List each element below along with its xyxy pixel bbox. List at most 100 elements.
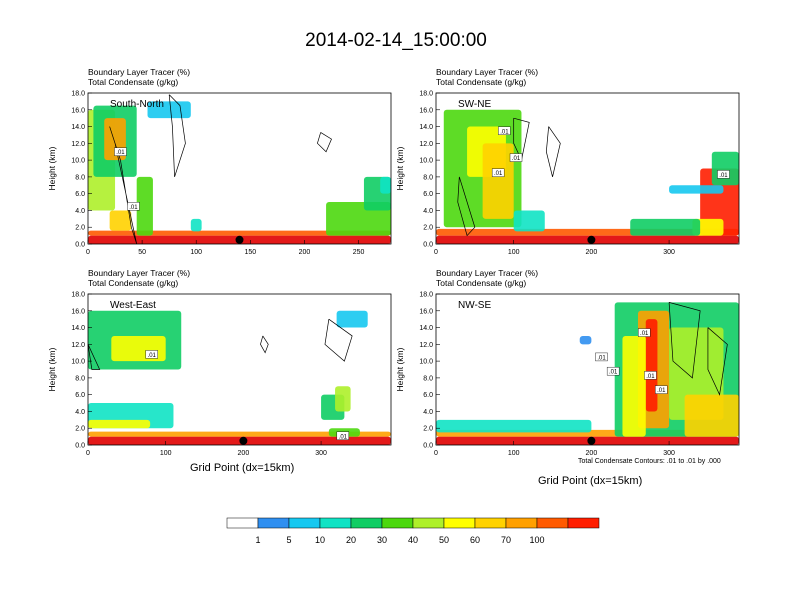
location-marker xyxy=(587,436,596,445)
y-tick-label: 0.0 xyxy=(423,443,433,450)
colorbar-box xyxy=(443,517,476,529)
field-blob xyxy=(669,185,724,194)
x-tick-label: 200 xyxy=(299,249,311,256)
contour-label-box xyxy=(509,153,523,162)
y-tick-label: 10.0 xyxy=(71,359,85,366)
contour-label: .01 xyxy=(339,434,348,440)
contour-label-box xyxy=(491,168,505,177)
panel-label: West-East xyxy=(110,300,156,311)
y-tick-label: 18.0 xyxy=(419,91,433,98)
condensate-contour xyxy=(457,176,476,237)
panel-title-line2: Total Condensate (g/kg) xyxy=(436,278,526,288)
x-tick-label: 100 xyxy=(160,450,172,457)
contour-label-box xyxy=(114,147,127,156)
colorbar-label: 20 xyxy=(346,535,356,545)
contour-label: .01 xyxy=(116,150,125,156)
y-tick-label: 14.0 xyxy=(71,124,85,131)
y-tick-label: 4.0 xyxy=(423,409,433,416)
y-tick-label: 14.0 xyxy=(71,325,85,332)
colorbar-box xyxy=(350,517,383,529)
y-tick-label: 12.0 xyxy=(419,342,433,349)
y-tick-label: 4.0 xyxy=(75,208,85,215)
contour-label-box xyxy=(606,366,620,376)
panel-label: NW-SE xyxy=(458,300,491,311)
colorbar-label: 70 xyxy=(501,535,511,545)
colorbar-box xyxy=(257,517,290,529)
colorbar-label: 50 xyxy=(439,535,449,545)
y-tick-label: 10.0 xyxy=(419,359,433,366)
y-tick-label: 6.0 xyxy=(423,191,433,198)
y-tick-label: 6.0 xyxy=(75,392,85,399)
field-blob xyxy=(684,394,739,437)
y-tick-label: 12.0 xyxy=(71,342,85,349)
x-tick-label: 200 xyxy=(238,450,250,457)
condensate-contour xyxy=(668,302,701,379)
figure-title: 2014-02-14_15:00:00 xyxy=(305,30,487,51)
y-tick-label: 8.0 xyxy=(423,174,433,181)
y-tick-label: 2.0 xyxy=(75,426,85,433)
y-tick-label: 2.0 xyxy=(75,225,85,232)
y-axis-label: Height (km) xyxy=(47,146,57,190)
y-axis-label: Height (km) xyxy=(395,146,405,190)
condensate-contour xyxy=(317,132,332,153)
y-tick-label: 18.0 xyxy=(419,292,433,299)
y-tick-label: 16.0 xyxy=(71,308,85,315)
x-tick-label: 0 xyxy=(434,450,438,457)
colorbar-box xyxy=(474,517,507,529)
panel-title-line2: Total Condensate (g/kg) xyxy=(436,77,526,87)
field-blob xyxy=(579,335,592,345)
x-axis-label-right: Grid Point (dx=15km) xyxy=(538,475,643,487)
field-blob xyxy=(513,210,545,232)
field-blob xyxy=(190,218,202,232)
panel-title-line2: Total Condensate (g/kg) xyxy=(88,278,178,288)
y-tick-label: 6.0 xyxy=(75,191,85,198)
x-tick-label: 50 xyxy=(138,249,146,256)
colorbar-box xyxy=(412,517,445,529)
x-tick-label: 200 xyxy=(586,249,598,256)
contour-label: .01 xyxy=(148,353,157,359)
condensate-contour xyxy=(260,335,269,354)
x-tick-label: 0 xyxy=(86,450,90,457)
contour-label-box xyxy=(127,202,140,211)
contour-label: .01 xyxy=(640,331,649,337)
location-marker xyxy=(235,235,244,244)
colorbar-label: 40 xyxy=(408,535,418,545)
contour-label: .01 xyxy=(719,173,728,179)
y-tick-label: 10.0 xyxy=(419,158,433,165)
x-tick-label: 300 xyxy=(315,450,327,457)
condensate-contour xyxy=(545,126,561,177)
panel-1: .01 .01 0.0 2.0 4.0 6.0 8.0 10.0 12.0 14.0 16.0 18.… xyxy=(47,67,392,256)
field-blob xyxy=(88,419,151,429)
y-tick-label: 0.0 xyxy=(423,242,433,249)
y-tick-label: 2.0 xyxy=(423,426,433,433)
panel-3: .01 .01 0.0 2.0 4.0 6.0 8.0 10.0 12.0 14.0 16.0 18.… xyxy=(47,268,392,457)
contour-label-box xyxy=(655,385,668,394)
plot-frame xyxy=(87,92,392,245)
field-blob xyxy=(336,310,368,328)
panel-title-line1: Boundary Layer Tracer (%) xyxy=(88,67,190,77)
x-axis-label-left: Grid Point (dx=15km) xyxy=(190,462,295,474)
y-tick-label: 16.0 xyxy=(71,107,85,114)
y-tick-label: 12.0 xyxy=(419,141,433,148)
colorbar-box xyxy=(536,517,569,529)
y-tick-label: 14.0 xyxy=(419,124,433,131)
panel-4: .01 .01 .01 .01 .01 0.0 2.0 4.0 6.0 8.0 10.0 12.0 14… xyxy=(395,268,740,457)
y-tick-label: 6.0 xyxy=(423,392,433,399)
plot-frame xyxy=(435,92,740,245)
contour-label-box xyxy=(717,170,730,179)
colorbar-label: 10 xyxy=(315,535,325,545)
y-tick-label: 8.0 xyxy=(75,375,85,382)
contour-label-box xyxy=(498,126,511,135)
y-tick-label: 8.0 xyxy=(423,375,433,382)
colorbar: 1 5 10 20 30 40 50 60 70 100 xyxy=(226,517,600,545)
colorbar-label: 30 xyxy=(377,535,387,545)
colorbar-box xyxy=(567,517,600,529)
panel-title-line1: Boundary Layer Tracer (%) xyxy=(88,268,190,278)
contour-note: Total Condensate Contours: .01 to .01 by… xyxy=(578,458,721,465)
contour-label: .01 xyxy=(512,156,521,162)
field-blob xyxy=(436,419,592,433)
y-axis-label: Height (km) xyxy=(47,347,57,391)
condensate-contour xyxy=(707,327,728,396)
contour-label: .01 xyxy=(646,374,655,380)
x-tick-label: 100 xyxy=(508,450,520,457)
